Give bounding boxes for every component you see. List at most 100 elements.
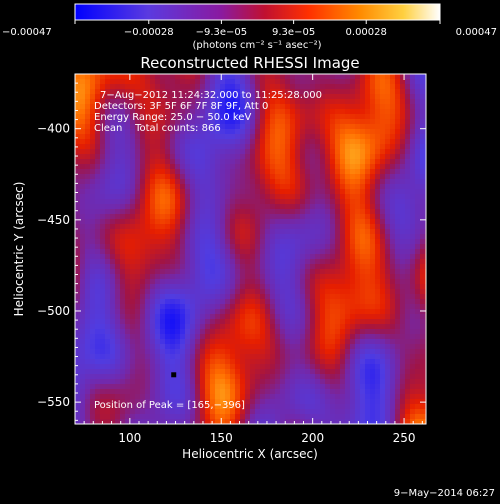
heatmap-cell (240, 379, 246, 385)
heatmap-cell (140, 389, 146, 395)
heatmap-cell (420, 134, 426, 140)
heatmap-cell (340, 189, 346, 195)
heatmap-cell (320, 399, 326, 405)
heatmap-cell (420, 404, 426, 410)
heatmap-cell (310, 394, 316, 400)
heatmap-cell (275, 164, 281, 170)
heatmap-cell (275, 129, 281, 135)
heatmap-cell (265, 174, 271, 180)
heatmap-cell (270, 244, 276, 250)
heatmap-cell (400, 234, 406, 240)
heatmap-cell (160, 329, 166, 335)
heatmap-cell (215, 364, 221, 370)
heatmap-cell (385, 354, 391, 360)
heatmap-cell (330, 189, 336, 195)
heatmap-cell (150, 379, 156, 385)
heatmap-cell (175, 299, 181, 305)
heatmap-cell (400, 279, 406, 285)
heatmap-cell (370, 134, 376, 140)
heatmap-cell (225, 139, 231, 145)
heatmap-cell (145, 164, 151, 170)
heatmap-cell (295, 289, 301, 295)
heatmap-cell (265, 159, 271, 165)
heatmap-cell (150, 144, 156, 150)
heatmap-cell (85, 289, 91, 295)
heatmap-cell (95, 279, 101, 285)
heatmap-cell (300, 229, 306, 235)
heatmap-cell (365, 249, 371, 255)
colorbar-units: (photons cm⁻² s⁻¹ asec⁻²) (192, 40, 321, 51)
heatmap-cell (280, 149, 286, 155)
heatmap-cell (290, 159, 296, 165)
heatmap-cell (270, 304, 276, 310)
heatmap-cell (390, 124, 396, 130)
heatmap-cell (370, 109, 376, 115)
heatmap-cell (100, 269, 106, 275)
heatmap-cell (95, 319, 101, 325)
heatmap-cell (415, 249, 421, 255)
heatmap-cell (415, 399, 421, 405)
heatmap-cell (320, 339, 326, 345)
heatmap-cell (195, 199, 201, 205)
heatmap-cell (355, 89, 361, 95)
heatmap-cell (115, 324, 121, 330)
heatmap-cell (185, 339, 191, 345)
heatmap-cell (300, 324, 306, 330)
heatmap-cell (380, 314, 386, 320)
heatmap-cell (195, 169, 201, 175)
heatmap-cell (80, 174, 86, 180)
heatmap-cell (245, 224, 251, 230)
heatmap-cell (105, 239, 111, 245)
heatmap-cell (395, 269, 401, 275)
heatmap-cell (115, 219, 121, 225)
heatmap-cell (290, 234, 296, 240)
heatmap-cell (250, 139, 256, 145)
heatmap-cell (325, 389, 331, 395)
heatmap-cell (380, 319, 386, 325)
heatmap-cell (180, 344, 186, 350)
heatmap-cell (135, 354, 141, 360)
heatmap-cell (245, 299, 251, 305)
heatmap-cell (215, 194, 221, 200)
heatmap-cell (375, 134, 381, 140)
heatmap-cell (330, 379, 336, 385)
heatmap-cell (240, 394, 246, 400)
heatmap-cell (325, 164, 331, 170)
heatmap-cell (105, 374, 111, 380)
heatmap-cell (180, 179, 186, 185)
heatmap-cell (105, 219, 111, 225)
heatmap-cell (350, 414, 356, 420)
heatmap-cell (75, 159, 81, 165)
heatmap-cell (160, 209, 166, 215)
heatmap-cell (180, 269, 186, 275)
heatmap-cell (125, 224, 131, 230)
heatmap-cell (360, 334, 366, 340)
heatmap-cell (365, 384, 371, 390)
heatmap-cell (350, 124, 356, 130)
heatmap-cell (335, 259, 341, 265)
colorbar-tick-label: 9.3e−05 (272, 27, 315, 38)
heatmap-cell (275, 239, 281, 245)
heatmap-cell (245, 184, 251, 190)
heatmap-cell (100, 279, 106, 285)
heatmap-cell (420, 74, 426, 80)
heatmap-cell (160, 379, 166, 385)
heatmap-cell (295, 344, 301, 350)
heatmap-cell (335, 134, 341, 140)
heatmap-cell (240, 264, 246, 270)
heatmap-cell (255, 244, 261, 250)
heatmap-cell (395, 309, 401, 315)
heatmap-cell (175, 304, 181, 310)
heatmap-cell (145, 329, 151, 335)
heatmap-cell (395, 184, 401, 190)
heatmap-cell (390, 259, 396, 265)
heatmap-cell (420, 314, 426, 320)
heatmap-cell (125, 294, 131, 300)
heatmap-cell (125, 384, 131, 390)
heatmap-cell (305, 169, 311, 175)
heatmap-cell (120, 314, 126, 320)
heatmap-cell (215, 394, 221, 400)
heatmap-cell (395, 99, 401, 105)
heatmap-cell (215, 389, 221, 395)
heatmap-cell (350, 149, 356, 155)
